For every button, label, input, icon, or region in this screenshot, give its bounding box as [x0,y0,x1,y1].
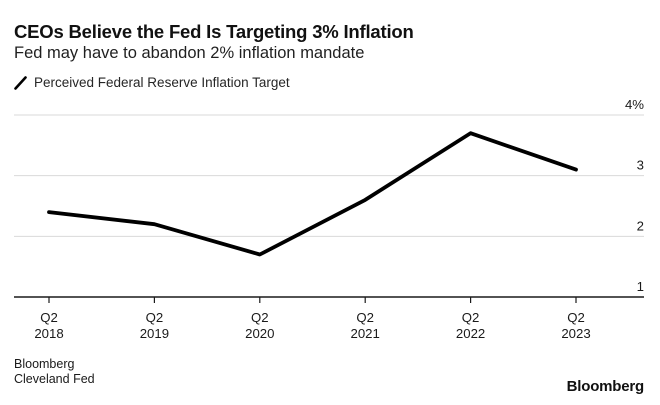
source-line: Bloomberg [14,357,75,371]
legend-label: Perceived Federal Reserve Inflation Targ… [34,75,290,90]
bloomberg-logo: Bloomberg [566,378,645,395]
x-tick-label-year: 2018 [34,326,63,341]
source-note: Bloomberg Cleveland Fed [14,357,95,387]
page-title: CEOs Believe the Fed Is Targeting 3% Inf… [14,21,414,42]
series-line [47,131,578,257]
x-tick-label-year: 2019 [140,326,169,341]
x-tick-label-year: 2023 [561,326,590,341]
x-tick-label-quarter: Q2 [567,310,585,325]
x-tick-label-year: 2022 [456,326,485,341]
x-tick-label-quarter: Q2 [356,310,374,325]
source-line: Cleveland Fed [14,372,95,386]
x-tick-label-year: 2021 [351,326,380,341]
x-tick-label-quarter: Q2 [251,310,269,325]
legend: Perceived Federal Reserve Inflation Targ… [14,75,290,90]
y-tick-label: 4% [625,97,644,112]
x-tick-label-quarter: Q2 [462,310,480,325]
y-tick-label: 3 [637,158,644,173]
x-tick-label-quarter: Q2 [40,310,58,325]
x-tick-label-year: 2020 [245,326,274,341]
line-marker-icon [14,75,27,90]
y-tick-label: 2 [637,218,644,233]
x-tick-label-quarter: Q2 [146,310,164,325]
page-subtitle: Fed may have to abandon 2% inflation man… [14,44,365,62]
y-tick-label: 1 [637,279,644,294]
